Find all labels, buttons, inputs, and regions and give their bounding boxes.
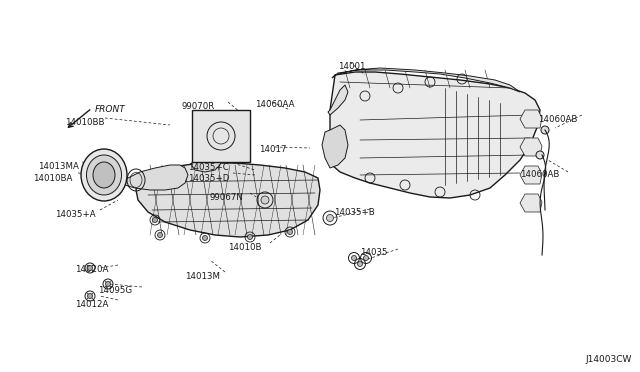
Text: 14060AB: 14060AB bbox=[520, 170, 559, 179]
Circle shape bbox=[364, 256, 369, 260]
Text: FRONT: FRONT bbox=[95, 105, 125, 114]
Text: J14003CW: J14003CW bbox=[586, 355, 632, 364]
Circle shape bbox=[536, 151, 544, 159]
Text: 99067N: 99067N bbox=[210, 193, 244, 202]
Circle shape bbox=[88, 294, 93, 298]
Polygon shape bbox=[520, 138, 542, 156]
Text: 14010BB: 14010BB bbox=[65, 118, 104, 127]
Ellipse shape bbox=[93, 162, 115, 188]
Polygon shape bbox=[192, 110, 250, 162]
Polygon shape bbox=[332, 68, 520, 92]
Polygon shape bbox=[328, 85, 348, 115]
Polygon shape bbox=[520, 166, 542, 184]
Circle shape bbox=[248, 234, 253, 240]
Polygon shape bbox=[330, 72, 540, 198]
Text: 14060AB: 14060AB bbox=[538, 115, 577, 124]
Circle shape bbox=[88, 266, 93, 270]
Text: 14035+B: 14035+B bbox=[334, 208, 375, 217]
Text: 14017: 14017 bbox=[259, 145, 287, 154]
Text: 14035+A: 14035+A bbox=[55, 210, 95, 219]
Text: 14010BA: 14010BA bbox=[33, 174, 72, 183]
Text: 14001: 14001 bbox=[338, 62, 365, 71]
Circle shape bbox=[541, 126, 549, 134]
Polygon shape bbox=[322, 125, 348, 168]
Text: 99070R: 99070R bbox=[182, 102, 215, 111]
Text: 14035+D: 14035+D bbox=[188, 174, 229, 183]
Circle shape bbox=[287, 230, 292, 234]
Ellipse shape bbox=[86, 155, 122, 195]
Circle shape bbox=[202, 235, 207, 241]
Text: 14060AA: 14060AA bbox=[255, 100, 294, 109]
Circle shape bbox=[358, 262, 362, 266]
Text: 14013M: 14013M bbox=[185, 272, 220, 281]
Polygon shape bbox=[520, 110, 542, 128]
Circle shape bbox=[157, 232, 163, 237]
Circle shape bbox=[106, 282, 111, 286]
Text: 14020A: 14020A bbox=[75, 265, 108, 274]
Text: 14012A: 14012A bbox=[75, 300, 108, 309]
Circle shape bbox=[326, 215, 333, 221]
Circle shape bbox=[152, 218, 157, 222]
Polygon shape bbox=[136, 163, 320, 237]
Polygon shape bbox=[122, 165, 188, 190]
Polygon shape bbox=[520, 194, 542, 212]
Text: 14095G: 14095G bbox=[98, 286, 132, 295]
Circle shape bbox=[351, 256, 356, 260]
Ellipse shape bbox=[81, 149, 127, 201]
Text: 14035: 14035 bbox=[360, 248, 387, 257]
Text: 14035+C: 14035+C bbox=[188, 163, 228, 172]
Text: 14010B: 14010B bbox=[228, 243, 262, 252]
Text: 14013MA: 14013MA bbox=[38, 162, 79, 171]
Polygon shape bbox=[192, 152, 222, 172]
Circle shape bbox=[261, 196, 269, 204]
